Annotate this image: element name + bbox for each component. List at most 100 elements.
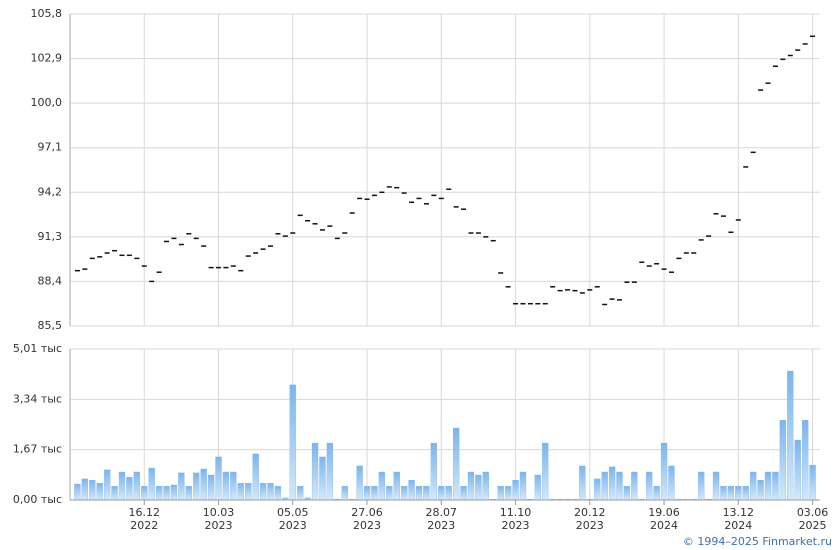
x-tick-label: 05.05 2023 [277, 506, 309, 532]
volume-bar [408, 479, 415, 501]
y-tick-label: 1,67 тыс [13, 443, 62, 456]
volume-bar [764, 471, 772, 501]
y-tick-label: 0,00 тыс [13, 493, 62, 506]
volume-bar [74, 483, 81, 501]
volume-bar [623, 485, 631, 501]
y-tick-label: 102,9 [31, 52, 63, 65]
volume-bar [81, 478, 89, 501]
volume-bar [133, 471, 140, 501]
volume-bar [809, 464, 816, 501]
volume-bar [163, 485, 170, 501]
volume-bar [386, 485, 393, 501]
volume-bar [141, 485, 148, 501]
volume-bar [430, 442, 438, 501]
volume-bar [356, 465, 363, 501]
volume-bar [579, 465, 586, 501]
volume-bar [274, 485, 282, 501]
volume-bar [252, 453, 259, 501]
volume-bar [267, 482, 274, 501]
volume-bar [363, 485, 371, 501]
volume-bar [207, 474, 215, 501]
volume-bar [772, 471, 779, 501]
volume-bar [401, 485, 408, 501]
volume-bar [378, 471, 386, 501]
volume-bar [467, 471, 475, 501]
volume-bar [542, 442, 549, 501]
y-tick-label: 85,5 [38, 319, 63, 332]
volume-bar [452, 427, 460, 501]
volume-bar [319, 456, 326, 501]
y-tick-label: 97,1 [38, 141, 63, 154]
volume-bar [118, 471, 126, 501]
volume-bar [653, 485, 660, 501]
volume-bar [178, 472, 185, 501]
volume-bar [801, 419, 809, 501]
y-tick-label: 5,01 тыс [13, 342, 62, 355]
volume-bar [148, 467, 155, 501]
y-tick-label: 88,4 [38, 274, 63, 287]
volume-bar [608, 466, 616, 501]
volume-bar [245, 482, 252, 501]
volume-bar [230, 471, 237, 501]
x-tick-label: 27.06 2023 [351, 506, 383, 532]
footer: © 1994–2025 Finmarket.ru [682, 535, 832, 548]
volume-bar [631, 471, 638, 501]
volume-bar [720, 485, 727, 501]
y-tick-label: 94,2 [38, 185, 63, 198]
volume-bar [423, 485, 430, 501]
volume-bar [103, 469, 111, 501]
volume-bar [111, 485, 118, 501]
volume-bar [512, 479, 519, 501]
volume-bar [155, 485, 163, 501]
volume-bar [787, 370, 794, 501]
volume-bar [289, 384, 296, 501]
volume-bar [237, 482, 244, 501]
volume-bar [215, 456, 222, 501]
y-tick-label: 3,34 тыс [13, 392, 62, 405]
volume-bar [727, 485, 735, 501]
volume-bar [393, 471, 400, 501]
volume-bar [438, 485, 445, 501]
volume-bar [89, 479, 96, 501]
volume-bar [712, 471, 720, 501]
volume-bar [326, 442, 334, 501]
volume-bar [742, 485, 749, 501]
volume-bar [660, 442, 668, 501]
volume-bar [646, 471, 653, 501]
volume-bar [460, 485, 467, 501]
volume-bar [482, 471, 489, 501]
volume-bar [371, 485, 378, 501]
x-tick-label: 10.03 2023 [202, 506, 235, 532]
y-tick-label: 105,8 [31, 7, 63, 20]
volume-bar [311, 442, 319, 501]
x-tick-label: 11.10 2023 [499, 506, 532, 532]
volume-bar [504, 485, 512, 501]
volume-bar [126, 476, 133, 501]
volume-bar [519, 471, 527, 501]
x-tick-label: 20.12 2023 [574, 506, 606, 532]
volume-bar [698, 471, 705, 501]
volume-bar [341, 485, 348, 501]
volume-bar [735, 485, 742, 501]
volume-bar [222, 471, 230, 501]
volume-bar [668, 465, 675, 501]
volume-bar [594, 478, 601, 501]
volume-bar [170, 484, 178, 501]
x-tick-label: 16.12 2022 [128, 506, 161, 532]
volume-bar [475, 474, 482, 501]
y-tick-label: 91,3 [38, 230, 63, 243]
volume-bar [259, 482, 267, 501]
volume-bar [415, 485, 423, 501]
volume-bar [757, 479, 764, 501]
volume-bar [534, 474, 541, 501]
x-tick-label: 19.06 2024 [648, 506, 680, 532]
volume-bar [445, 485, 452, 501]
volume-bar [185, 485, 192, 501]
x-tick-label: 13.12 2024 [722, 506, 755, 532]
volume-bar [601, 471, 608, 501]
volume-bar [193, 472, 200, 501]
volume-bar [779, 419, 787, 501]
x-tick-label: 03.06 2025 [796, 506, 829, 532]
